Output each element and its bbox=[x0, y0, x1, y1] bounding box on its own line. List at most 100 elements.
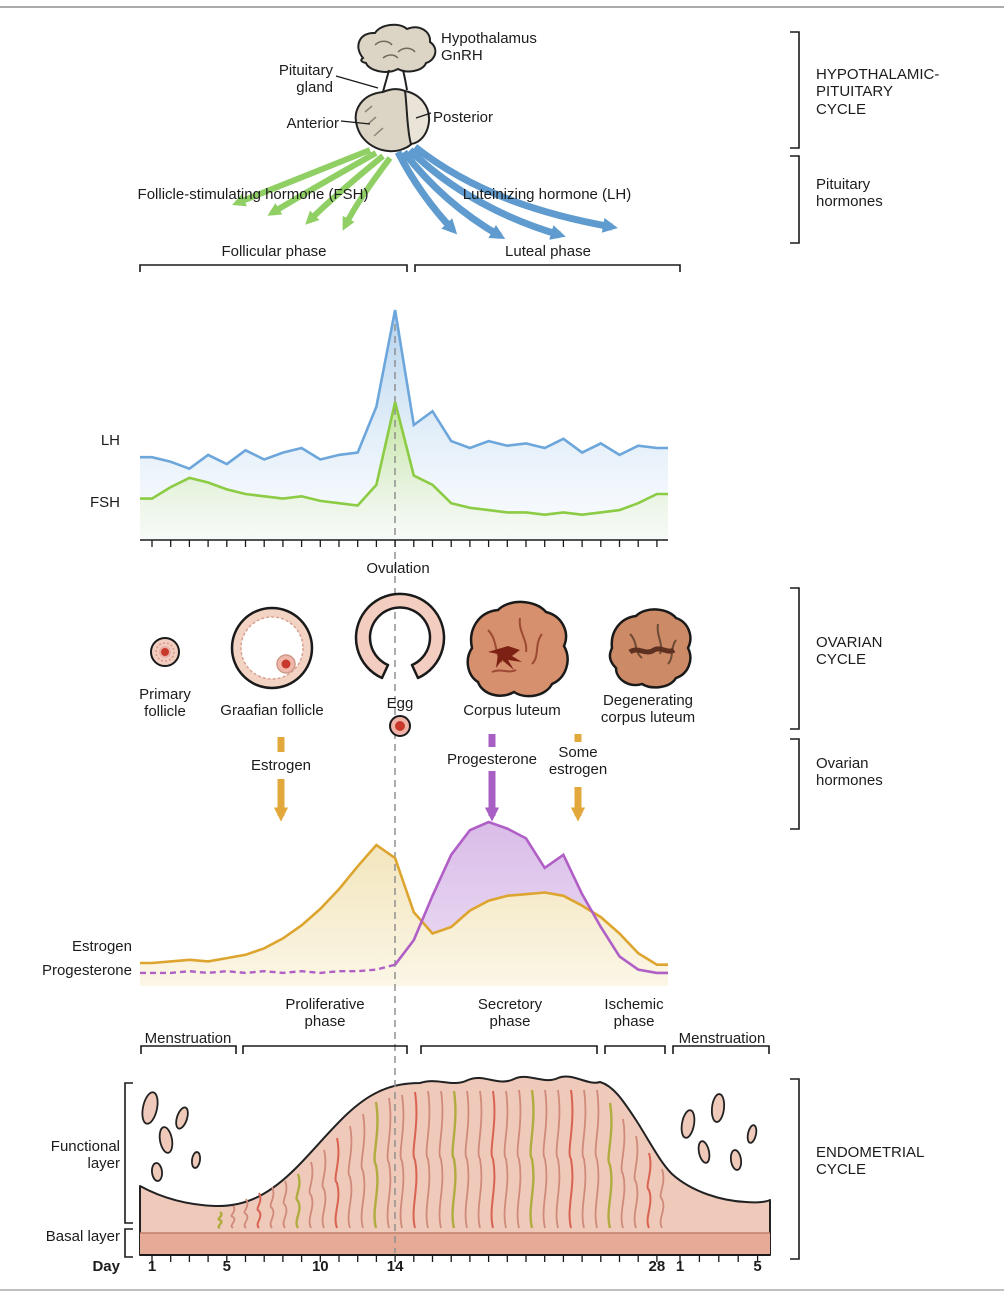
gland-line bbox=[503, 1090, 509, 1229]
hypothalamus-art bbox=[357, 23, 437, 73]
fsh-area bbox=[140, 402, 668, 540]
day-tick-number: 28 bbox=[648, 1258, 666, 1275]
day-axis-ticks bbox=[151, 1255, 759, 1262]
fsh-curve bbox=[140, 401, 668, 517]
posterior-label: Posterior bbox=[433, 109, 494, 126]
hypothalamus-folds bbox=[374, 40, 416, 59]
ischemic-phase-label: Ischemic phase bbox=[604, 996, 664, 1031]
follicular-phase-bracket bbox=[139, 264, 408, 272]
bottom-rule bbox=[0, 1289, 1004, 1291]
primary-follicle-label: Primary follicle bbox=[139, 686, 191, 721]
egg-art bbox=[389, 715, 411, 737]
ovarian-cycle-illustrations bbox=[150, 592, 692, 737]
hormone-chart-curves bbox=[140, 309, 668, 975]
section-brackets bbox=[124, 31, 800, 1260]
gland-line bbox=[373, 1101, 379, 1229]
lh-arrows bbox=[394, 144, 618, 240]
gland-line bbox=[438, 1090, 444, 1229]
gland-line bbox=[412, 1091, 418, 1229]
day-tick-number: 1 bbox=[147, 1258, 157, 1275]
estrogen-curve-label: Estrogen bbox=[71, 938, 132, 955]
shedding-fragments-left bbox=[141, 1091, 202, 1182]
endometrial-cycle-label: ENDOMETRIAL CYCLE bbox=[816, 1144, 925, 1179]
fsh-hormone-label: Follicle-stimulating hormone (FSH) bbox=[137, 186, 369, 203]
gland-line bbox=[282, 1180, 288, 1229]
gland-line bbox=[230, 1205, 236, 1229]
gland-line bbox=[568, 1089, 574, 1229]
hp-cycle-bracket bbox=[790, 31, 800, 149]
pituitary-hormones-bracket bbox=[790, 155, 800, 244]
day-tick-number: 1 bbox=[675, 1258, 685, 1275]
some-estrogen-label: Some estrogen bbox=[548, 744, 608, 779]
menstruation-right-label: Menstruation bbox=[678, 1030, 766, 1047]
proliferative-phase-label: Proliferative phase bbox=[285, 996, 365, 1031]
corpus-luteum-art bbox=[466, 600, 569, 698]
degenerating-corpus-luteum-art bbox=[608, 608, 692, 689]
gland-line bbox=[399, 1094, 405, 1229]
gland-line bbox=[308, 1161, 314, 1229]
gland-line bbox=[555, 1089, 561, 1229]
gonadotropin-chart-axis bbox=[140, 539, 668, 547]
pituitary-illustration bbox=[335, 23, 437, 153]
gland-line bbox=[529, 1089, 535, 1229]
gland-line bbox=[464, 1090, 470, 1229]
gland-line bbox=[477, 1090, 483, 1229]
luteal-phase-bracket bbox=[414, 264, 681, 272]
gland-line bbox=[516, 1089, 522, 1229]
pituitary-hormones-label: Pituitary hormones bbox=[816, 176, 883, 211]
egg-label: Egg bbox=[386, 695, 414, 712]
day-axis-label: Day bbox=[92, 1258, 120, 1275]
progesterone-curve-solid bbox=[394, 820, 668, 975]
basal-layer-label: Basal layer bbox=[45, 1228, 120, 1245]
progesterone-curve-label: Progesterone bbox=[41, 962, 132, 979]
endometrial-cycle-bracket bbox=[790, 1078, 800, 1260]
progesterone-arrow-label: Progesterone bbox=[446, 751, 538, 768]
menstruation-left-label: Menstruation bbox=[144, 1030, 232, 1047]
gland-line bbox=[581, 1089, 587, 1229]
ovarian-hormones-bracket bbox=[790, 738, 800, 830]
functional-layer-bracket bbox=[124, 1082, 133, 1224]
corpus-luteum-label: Corpus luteum bbox=[463, 702, 561, 719]
gland-line bbox=[243, 1198, 249, 1229]
graafian-follicle-art bbox=[230, 606, 314, 690]
secretory-phase-label: Secretory phase bbox=[477, 996, 543, 1031]
estrogen-arrow-label: Estrogen bbox=[250, 757, 312, 774]
estrogen-area bbox=[140, 845, 668, 986]
gland-line bbox=[594, 1089, 600, 1229]
ischemic-bracket bbox=[604, 1045, 666, 1054]
gland-line bbox=[347, 1125, 353, 1229]
pituitary-stalk bbox=[382, 69, 408, 93]
gland-line bbox=[633, 1135, 639, 1229]
gland-line bbox=[490, 1090, 496, 1229]
ovulating-follicle-art bbox=[354, 592, 446, 680]
gland-line bbox=[360, 1113, 366, 1229]
basal-layer-bracket bbox=[124, 1228, 133, 1258]
gland-line bbox=[217, 1211, 223, 1230]
fsh-arrows bbox=[232, 147, 393, 231]
day-tick-number: 5 bbox=[222, 1258, 231, 1275]
secretory-bracket bbox=[420, 1045, 598, 1054]
menstruation-left-bracket bbox=[140, 1045, 237, 1054]
menstruation-right-bracket bbox=[672, 1045, 770, 1054]
lh-hormone-label: Luteinizing hormone (LH) bbox=[462, 186, 632, 203]
ovarian-hormones-label: Ovarian hormones bbox=[816, 755, 883, 790]
gland-line bbox=[542, 1089, 548, 1229]
anterior-label: Anterior bbox=[286, 115, 339, 132]
estrogen-curve bbox=[140, 843, 668, 966]
day-tick-number: 5 bbox=[753, 1258, 762, 1275]
ovarian-cycle-bracket bbox=[790, 587, 800, 730]
follicular-phase-label: Follicular phase bbox=[221, 243, 327, 260]
day-tick-number: 10 bbox=[311, 1258, 329, 1275]
gland-line bbox=[451, 1090, 457, 1229]
gland-line bbox=[295, 1173, 301, 1229]
gland-line bbox=[334, 1137, 340, 1229]
endometrial-glands bbox=[217, 1089, 665, 1230]
luteal-phase-label: Luteal phase bbox=[505, 243, 591, 260]
proliferative-bracket bbox=[242, 1045, 408, 1054]
gland-line bbox=[620, 1118, 626, 1229]
gland-line bbox=[269, 1186, 275, 1229]
pituitary-gland-label: Pituitary gland bbox=[278, 62, 333, 97]
lh-area bbox=[140, 310, 668, 540]
hypothalamus-label: Hypothalamus GnRH bbox=[441, 30, 537, 65]
